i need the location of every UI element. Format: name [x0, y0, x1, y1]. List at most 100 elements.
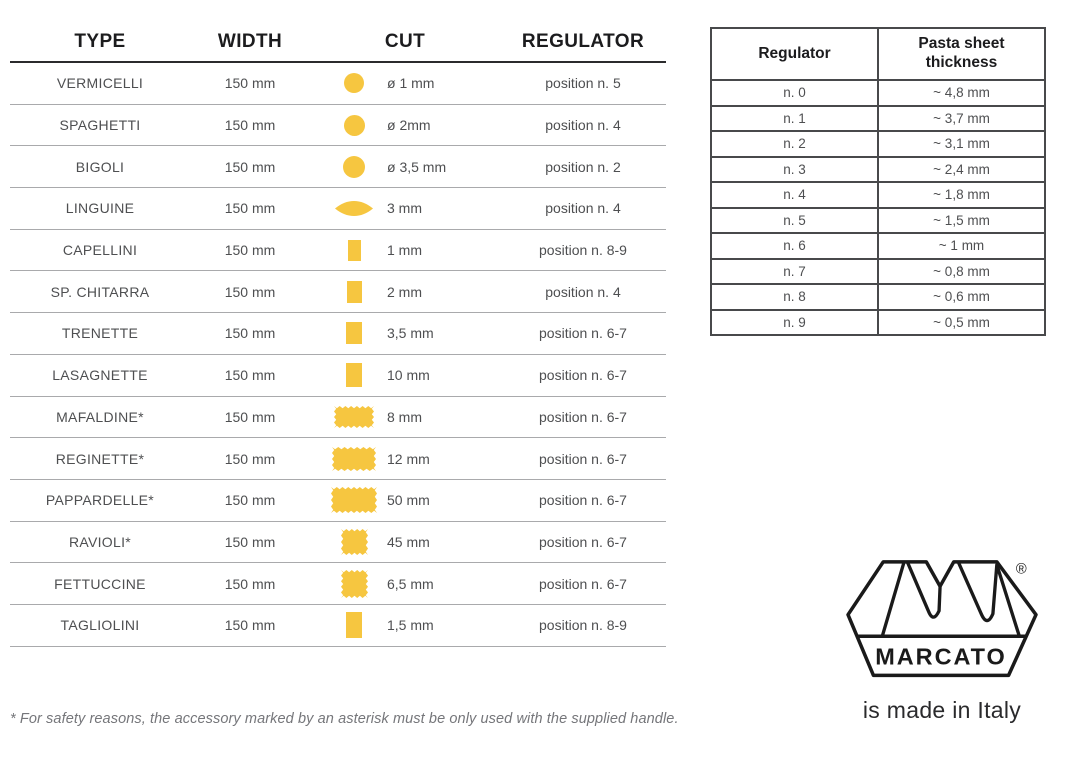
regulator-position: n. 7: [710, 257, 879, 285]
table-row: FETTUCCINE 150 mm 6,5 mm position n. 6-7: [10, 563, 666, 605]
logo-tagline: is made in Italy: [862, 697, 1022, 723]
pasta-table-body: VERMICELLI 150 mm ø 1 mm position n. 5 SPAGH…: [10, 63, 666, 647]
cut-size-label: ø 3,5 mm: [387, 158, 447, 175]
regulator-position: n. 3: [710, 155, 879, 183]
regulator-position: n. 6: [710, 232, 879, 260]
pasta-cut: 10 mm: [310, 363, 500, 388]
table-row: LINGUINE 150 mm 3 mm position n. 4: [10, 188, 666, 230]
regulator-row: n. 2 ~ 3,1 mm: [710, 130, 1046, 158]
pasta-type: PAPPARDELLE*: [45, 492, 155, 509]
table-row: REGINETTE* 150 mm 12 mm position n. 6-7: [10, 438, 666, 480]
round-cut-icon: [344, 73, 364, 94]
pasta-cut: 6,5 mm: [310, 569, 500, 598]
pasta-width: 150 mm: [224, 75, 276, 92]
flat-cut-icon: [346, 322, 362, 345]
wavy-square-cut-icon: [340, 569, 368, 598]
cut-size-label: 50 mm: [387, 492, 430, 509]
pasta-width: 150 mm: [224, 117, 276, 134]
regulator-row: n. 8 ~ 0,6 mm: [710, 283, 1046, 311]
cut-icon-box: [330, 405, 378, 428]
pasta-width: 150 mm: [224, 367, 276, 384]
lens-cut-icon: [335, 200, 373, 216]
logo-wordmark: MARCATO: [875, 644, 1007, 670]
table-row: VERMICELLI 150 mm ø 1 mm position n. 5: [10, 63, 666, 105]
column-header-cut: CUT: [384, 30, 426, 52]
pasta-type: SP. CHITARRA: [50, 283, 150, 300]
pasta-regulator: position n. 6-7: [539, 325, 627, 342]
cut-size-label: 3,5 mm: [387, 325, 434, 342]
flat-cut-icon: [346, 280, 362, 303]
pasta-width: 150 mm: [224, 533, 276, 550]
regulator-header-row: Regulator Pasta sheet thickness: [710, 27, 1046, 81]
pasta-regulator: position n. 6-7: [539, 533, 627, 550]
pasta-width: 150 mm: [224, 325, 276, 342]
cut-size-label: 1,5 mm: [387, 617, 434, 634]
pasta-regulator: position n. 6-7: [539, 492, 627, 509]
pasta-cut: 3 mm: [310, 200, 500, 216]
cut-size-label: 45 mm: [387, 533, 430, 550]
sheet-thickness: ~ 3,1 mm: [877, 130, 1046, 158]
round-cut-icon: [343, 114, 365, 136]
pasta-cut: 12 mm: [310, 446, 500, 471]
registered-trademark-icon: ®: [1016, 562, 1027, 578]
sheet-thickness: ~ 2,4 mm: [877, 155, 1046, 183]
wavy-ribbon-cut-icon: [331, 487, 377, 514]
regulator-position: n. 4: [710, 181, 879, 209]
pasta-table-header: TYPE WIDTH CUT REGULATOR: [10, 22, 666, 63]
regulator-position: n. 9: [710, 308, 879, 336]
table-row: LASAGNETTE 150 mm 10 mm position n. 6-7: [10, 355, 666, 397]
marcato-logo: MARCATO ® is made in Italy: [846, 554, 1038, 724]
cut-size-label: 2 mm: [387, 283, 422, 300]
pasta-type: LINGUINE: [65, 200, 135, 217]
regulator-thickness-table: Regulator Pasta sheet thickness n. 0 ~ 4,…: [710, 27, 1046, 336]
sheet-thickness: ~ 0,5 mm: [877, 308, 1046, 336]
regulator-row: n. 6 ~ 1 mm: [710, 232, 1046, 260]
table-row: SP. CHITARRA 150 mm 2 mm position n. 4: [10, 271, 666, 314]
sheet-thickness: ~ 3,7 mm: [877, 104, 1046, 132]
column-header-regulator-position: Regulator: [710, 27, 879, 81]
cut-icon-box: [330, 73, 378, 94]
pasta-cut: ø 2mm: [310, 114, 500, 136]
column-header-regulator: REGULATOR: [521, 30, 645, 52]
pasta-cut: 2 mm: [310, 280, 500, 303]
regulator-position: n. 2: [710, 130, 879, 158]
flat-cut-icon: [347, 239, 361, 261]
pasta-width: 150 mm: [224, 450, 276, 467]
cut-icon-box: [330, 239, 378, 261]
wavy-ribbon-cut-icon: [334, 405, 374, 428]
cut-size-label: 6,5 mm: [387, 575, 434, 592]
cut-icon-box: [330, 280, 378, 303]
table-row: BIGOLI 150 mm ø 3,5 mm position n. 2: [10, 146, 666, 189]
pasta-type: MAFALDINE*: [56, 408, 144, 425]
pasta-type: VERMICELLI: [56, 75, 144, 92]
pasta-width: 150 mm: [224, 200, 276, 217]
pasta-regulator: position n. 6-7: [539, 575, 627, 592]
cut-icon-box: [330, 569, 378, 598]
sheet-thickness: ~ 1,5 mm: [877, 206, 1046, 234]
pasta-cut: ø 3,5 mm: [310, 155, 500, 178]
pasta-cut: 3,5 mm: [310, 322, 500, 345]
pasta-cut: 50 mm: [310, 487, 500, 514]
regulator-row: n. 3 ~ 2,4 mm: [710, 155, 1046, 183]
pasta-regulator: position n. 6-7: [539, 367, 627, 384]
pasta-type: SPAGHETTI: [59, 117, 141, 134]
pasta-regulator: position n. 6-7: [539, 408, 627, 425]
cut-icon-box: [330, 528, 378, 555]
pasta-width: 150 mm: [224, 492, 276, 509]
cut-size-label: ø 2mm: [387, 117, 431, 134]
table-row: PAPPARDELLE* 150 mm 50 mm position n. 6-7: [10, 480, 666, 522]
regulator-row: n. 4 ~ 1,8 mm: [710, 181, 1046, 209]
pasta-cut: 8 mm: [310, 405, 500, 428]
pasta-regulator: position n. 8-9: [539, 617, 627, 634]
pasta-width: 150 mm: [224, 283, 276, 300]
pasta-width: 150 mm: [224, 408, 276, 425]
cut-icon-box: [330, 155, 378, 178]
pasta-regulator: position n. 4: [545, 200, 621, 217]
round-cut-icon: [343, 155, 365, 178]
column-header-type: TYPE: [74, 30, 126, 52]
cut-icon-box: [330, 114, 378, 136]
pasta-width: 150 mm: [224, 617, 276, 634]
pasta-width: 150 mm: [224, 242, 276, 259]
cut-icon-box: [330, 363, 378, 388]
